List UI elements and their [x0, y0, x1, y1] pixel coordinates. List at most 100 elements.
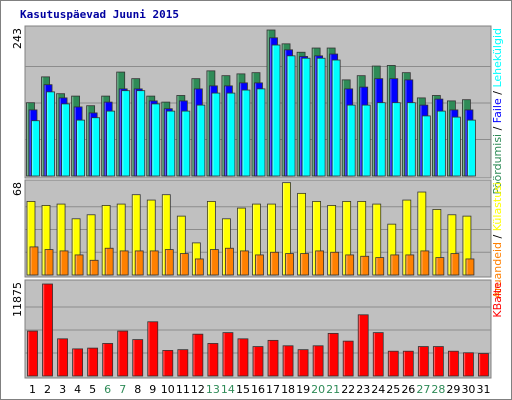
bar-kbaite-8 — [132, 339, 144, 377]
x-tick-label: 31 — [476, 383, 490, 396]
bar-kbaite-9 — [147, 321, 159, 377]
x-tick-label: 15 — [236, 383, 250, 396]
x-tick-label: 13 — [206, 383, 220, 396]
bar-aruandeid-3 — [59, 250, 69, 276]
bar-kbaite-14 — [222, 332, 234, 377]
bar-kbaite-30 — [463, 352, 474, 377]
bar-lehekülgid-7 — [121, 90, 131, 177]
bar-kbaite-24 — [372, 332, 384, 377]
x-tick-label: 19 — [296, 383, 310, 396]
bar-lehekülgid-1 — [31, 120, 40, 177]
bar-lehekülgid-12 — [196, 104, 206, 177]
bar-lehekülgid-27 — [421, 115, 431, 177]
bar-lehekülgid-11 — [181, 110, 191, 177]
bar-lehekülgid-28 — [436, 110, 446, 177]
bar-lehekülgid-26 — [406, 102, 416, 177]
bar-aruandeid-4 — [74, 254, 84, 276]
x-tick-label: 1 — [29, 383, 36, 396]
bar-lehekülgid-4 — [76, 119, 85, 177]
x-tick-label: 10 — [161, 383, 175, 396]
bar-kbaite-31 — [478, 353, 489, 377]
bar-kbaite-7 — [117, 330, 129, 377]
x-tick-label: 7 — [119, 383, 126, 396]
bar-kbaite-5 — [87, 347, 99, 377]
bar-kbaite-2 — [42, 283, 53, 377]
y-tick-label: 243 — [11, 28, 24, 49]
bar-kbaite-19 — [297, 349, 309, 377]
bar-lehekülgid-23 — [361, 104, 371, 177]
bar-lehekülgid-5 — [91, 117, 101, 177]
x-tick-label: 23 — [356, 383, 370, 396]
bar-lehekülgid-20 — [316, 57, 326, 177]
legend-item: Lehekülgid — [491, 28, 504, 88]
bar-lehekülgid-22 — [346, 104, 356, 177]
bar-kbaite-15 — [237, 338, 249, 377]
legend-separator: / — [491, 123, 504, 134]
bar-lehekülgid-6 — [106, 110, 116, 177]
bar-aruandeid-25 — [390, 254, 400, 276]
bar-kbaite-23 — [357, 314, 369, 377]
x-tick-label: 25 — [386, 383, 400, 396]
bar-kbaite-1 — [27, 330, 38, 377]
x-tick-label: 17 — [266, 383, 280, 396]
bar-kbaite-28 — [432, 346, 444, 377]
x-tick-label: 26 — [401, 383, 415, 396]
bar-aruandeid-7 — [119, 250, 129, 276]
x-tick-label: 5 — [89, 383, 96, 396]
bar-kbaite-4 — [72, 348, 83, 377]
bar-kbaite-27 — [417, 346, 429, 377]
bar-kbaite-12 — [192, 333, 204, 377]
bar-lehekülgid-29 — [452, 116, 461, 177]
bar-aruandeid-24 — [375, 257, 385, 276]
legend-item: Aruandeid — [491, 242, 504, 299]
bar-lehekülgid-30 — [467, 119, 476, 177]
bar-kbaite-18 — [282, 345, 294, 377]
bar-aruandeid-2 — [44, 249, 54, 276]
x-tick-label: 14 — [221, 383, 235, 396]
x-tick-label: 12 — [191, 383, 205, 396]
x-tick-label: 24 — [371, 383, 385, 396]
x-tick-label: 16 — [251, 383, 265, 396]
bar-aruandeid-30 — [465, 258, 475, 276]
bar-kbaite-21 — [327, 332, 339, 377]
bar-aruandeid-28 — [435, 257, 445, 276]
x-tick-label: 8 — [134, 383, 141, 396]
bar-aruandeid-9 — [149, 250, 159, 276]
bar-lehekülgid-18 — [286, 55, 296, 177]
bar-lehekülgid-16 — [256, 88, 266, 177]
bar-lehekülgid-14 — [226, 92, 236, 177]
legend-separator: / — [491, 231, 504, 242]
x-tick-label: 22 — [341, 383, 355, 396]
bar-aruandeid-22 — [345, 254, 355, 276]
legend-panel-3: KBaite — [491, 282, 504, 318]
bar-aruandeid-19 — [300, 253, 309, 276]
bar-aruandeid-15 — [240, 250, 249, 276]
y-tick-label: 68 — [11, 182, 24, 196]
bar-kbaite-17 — [267, 339, 279, 377]
bar-aruandeid-18 — [285, 253, 294, 276]
x-tick-label: 20 — [311, 383, 325, 396]
x-tick-label: 27 — [416, 383, 430, 396]
bar-lehekülgid-19 — [301, 57, 311, 177]
bar-kbaite-25 — [387, 350, 399, 377]
legend-item: KBaite — [491, 282, 504, 318]
bar-lehekülgid-24 — [376, 102, 386, 177]
x-tick-label: 11 — [176, 383, 190, 396]
bar-aruandeid-21 — [330, 251, 340, 276]
bar-aruandeid-17 — [270, 251, 279, 276]
bar-aruandeid-8 — [134, 250, 144, 276]
x-tick-label: 9 — [149, 383, 156, 396]
legend-item: Pöördumisi — [491, 134, 504, 195]
bar-aruandeid-5 — [89, 259, 99, 276]
panel-2: 68 — [11, 179, 492, 278]
bar-lehekülgid-15 — [241, 89, 251, 177]
bar-aruandeid-20 — [315, 250, 325, 276]
y-tick-label: 11875 — [11, 282, 24, 317]
legend-item: Külastusi — [491, 182, 504, 231]
bar-kbaite-16 — [252, 346, 264, 377]
bar-kbaite-3 — [57, 338, 68, 377]
bar-aruandeid-16 — [255, 254, 264, 276]
bar-lehekülgid-2 — [46, 91, 55, 177]
bar-aruandeid-13 — [209, 249, 219, 276]
bar-aruandeid-26 — [405, 254, 415, 276]
